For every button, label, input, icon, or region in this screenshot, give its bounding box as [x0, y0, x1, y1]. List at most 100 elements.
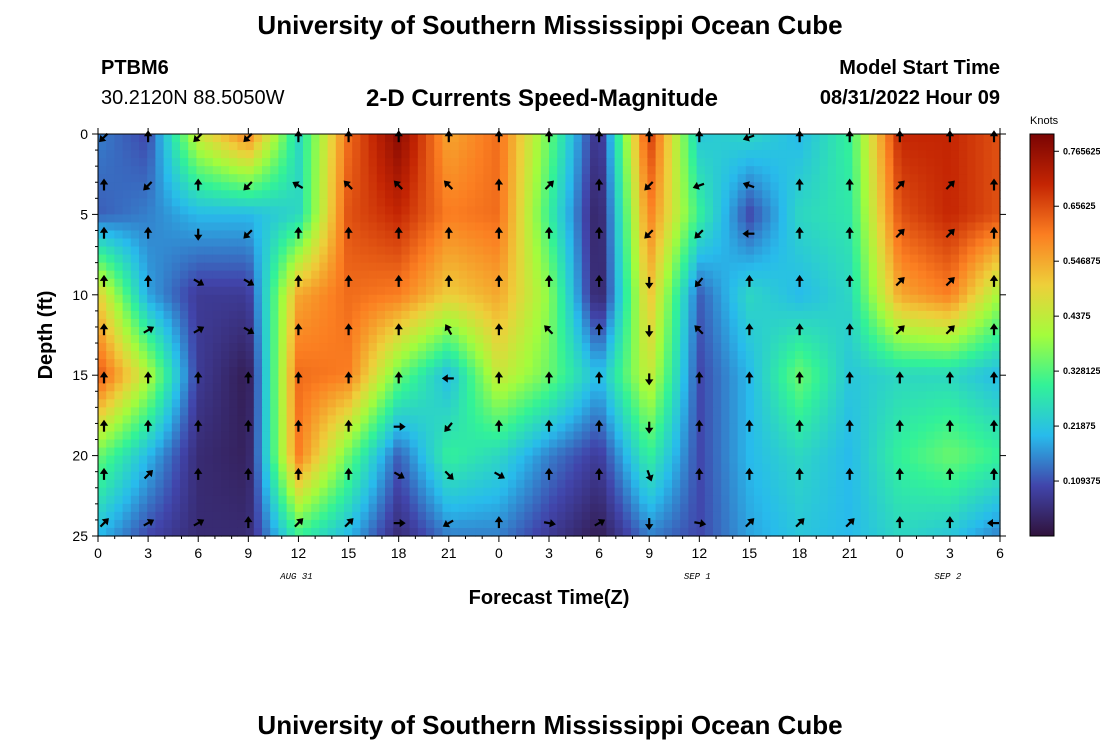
heatmap-cell: [983, 431, 993, 441]
heatmap-cell: [540, 367, 550, 376]
heatmap-cell: [499, 230, 509, 240]
heatmap-cell: [262, 399, 271, 408]
heatmap-cell: [860, 471, 870, 481]
heatmap-cell: [442, 367, 452, 376]
heatmap-cell: [934, 270, 944, 280]
heatmap-cell: [499, 383, 509, 392]
heatmap-cell: [467, 198, 476, 207]
heatmap-cell: [713, 479, 722, 489]
heatmap-cell: [606, 270, 616, 280]
heatmap-cell: [426, 206, 435, 215]
heatmap-cell: [262, 471, 271, 481]
heatmap-cell: [204, 286, 214, 296]
heatmap-cell: [311, 415, 320, 425]
heatmap-cell: [221, 439, 230, 449]
heatmap-cell: [401, 150, 411, 159]
heatmap-cell: [237, 463, 247, 473]
heatmap-cell: [672, 383, 681, 392]
heatmap-cell: [180, 391, 189, 400]
heatmap-cell: [335, 230, 345, 240]
heatmap-cell: [598, 166, 607, 175]
heatmap-cell: [549, 375, 558, 384]
heatmap-cell: [639, 174, 648, 183]
heatmap-cell: [647, 198, 657, 207]
heatmap-cell: [959, 262, 968, 272]
heatmap-cell: [434, 206, 443, 215]
heatmap-cell: [450, 310, 460, 320]
heatmap-cell: [270, 230, 279, 240]
heatmap-cell: [655, 302, 665, 312]
heatmap-cell: [893, 214, 903, 224]
heatmap-cell: [253, 326, 263, 336]
heatmap-cell: [827, 294, 837, 304]
heatmap-cell: [212, 439, 222, 449]
heatmap-cell: [483, 318, 493, 328]
heatmap-cell: [540, 206, 550, 215]
heatmap-cell: [221, 471, 230, 481]
heatmap-cell: [253, 222, 263, 232]
heatmap-cell: [155, 286, 165, 296]
heatmap-cell: [204, 230, 214, 240]
heatmap-cell: [171, 399, 181, 408]
heatmap-cell: [442, 407, 452, 416]
heatmap-cell: [540, 198, 550, 207]
heatmap-cell: [360, 326, 370, 336]
heatmap-cell: [237, 399, 247, 408]
heatmap-cell: [393, 182, 402, 191]
heatmap-cell: [491, 431, 501, 441]
heatmap-cell: [450, 230, 460, 240]
heatmap-cell: [893, 238, 903, 248]
heatmap-cell: [827, 134, 837, 143]
heatmap-cell: [942, 326, 952, 336]
heatmap-cell: [819, 335, 829, 344]
heatmap-cell: [221, 150, 230, 159]
heatmap-cell: [524, 310, 534, 320]
heatmap-cell: [983, 335, 993, 344]
heatmap-cell: [229, 415, 238, 425]
heatmap-cell: [819, 254, 829, 264]
heatmap-cell: [885, 383, 894, 392]
heatmap-cell: [524, 166, 534, 175]
heatmap-cell: [352, 262, 361, 272]
heatmap-cell: [139, 190, 148, 199]
heatmap-cell: [491, 214, 501, 224]
heatmap-cell: [950, 262, 960, 272]
heatmap-cell: [409, 158, 419, 167]
heatmap-cell: [655, 278, 665, 288]
heatmap-cell: [434, 310, 443, 320]
heatmap-cell: [885, 455, 894, 465]
heatmap-cell: [319, 351, 329, 360]
heatmap-cell: [98, 375, 107, 384]
heatmap-cell: [139, 335, 148, 344]
heatmap-cell: [590, 487, 599, 497]
heatmap-cell: [557, 302, 566, 312]
heatmap-cell: [704, 455, 714, 465]
heatmap-cell: [598, 230, 607, 240]
heatmap-cell: [696, 455, 706, 465]
heatmap-cell: [221, 182, 230, 191]
heatmap-cell: [983, 359, 993, 368]
heatmap-cell: [581, 206, 591, 215]
heatmap-cell: [606, 471, 616, 481]
heatmap-cell: [844, 383, 853, 392]
heatmap-cell: [713, 150, 722, 159]
heatmap-cell: [483, 351, 493, 360]
heatmap-cell: [130, 431, 140, 441]
heatmap-cell: [163, 343, 173, 352]
heatmap-cell: [180, 479, 189, 489]
heatmap-cell: [319, 391, 329, 400]
heatmap-cell: [409, 455, 419, 465]
heatmap-cell: [508, 335, 517, 344]
heatmap-cell: [590, 230, 599, 240]
heatmap-cell: [934, 359, 944, 368]
heatmap-cell: [385, 326, 394, 336]
heatmap-cell: [942, 439, 952, 449]
heatmap-cell: [171, 142, 181, 151]
heatmap-cell: [631, 206, 640, 215]
heatmap-cell: [483, 447, 493, 457]
heatmap-cell: [401, 254, 411, 264]
heatmap-cell: [311, 302, 320, 312]
heatmap-cell: [409, 238, 419, 248]
heatmap-cell: [688, 383, 698, 392]
heatmap-cell: [352, 487, 361, 497]
